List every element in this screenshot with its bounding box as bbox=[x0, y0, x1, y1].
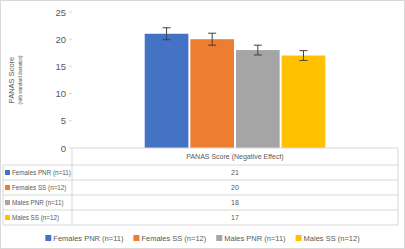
y-tick-label: 0 bbox=[61, 143, 66, 154]
table-row-label: Females SS (n=12) bbox=[12, 184, 66, 192]
legend-swatch bbox=[296, 235, 302, 241]
y-tick-label: 20 bbox=[55, 34, 66, 45]
legend-swatch bbox=[133, 235, 139, 241]
y-axis-label: PANAS Score bbox=[7, 57, 16, 104]
error-bar bbox=[299, 51, 307, 61]
table-line bbox=[3, 225, 398, 226]
y-axis-label-note: (with standard deviation) bbox=[18, 55, 23, 105]
table-key bbox=[5, 170, 10, 175]
table-key bbox=[5, 200, 10, 205]
table-line bbox=[3, 165, 398, 166]
table-value: 18 bbox=[231, 199, 239, 206]
legend-swatch bbox=[45, 235, 51, 241]
category-label: PANAS Score (Negative Effect) bbox=[186, 153, 283, 161]
bar bbox=[145, 34, 189, 148]
error-bar bbox=[254, 45, 262, 55]
y-tick bbox=[69, 120, 72, 121]
table-line bbox=[3, 165, 4, 225]
table-value: 17 bbox=[231, 214, 239, 221]
bar bbox=[190, 39, 234, 148]
legend-label: Females PNR (n=11) bbox=[53, 234, 124, 243]
bars bbox=[145, 28, 326, 148]
y-tick bbox=[69, 66, 72, 67]
legend-label: Females SS (n=12) bbox=[141, 234, 206, 243]
error-bar bbox=[208, 33, 216, 45]
y-tick bbox=[69, 93, 72, 94]
y-tick-label: 25 bbox=[55, 7, 66, 18]
table-row-label: Males SS (n=12) bbox=[12, 214, 59, 222]
table-line bbox=[3, 210, 398, 211]
y-tick bbox=[69, 39, 72, 40]
error-bar bbox=[163, 28, 171, 40]
table-line bbox=[72, 148, 398, 149]
table-key bbox=[5, 215, 10, 220]
y-tick bbox=[69, 12, 72, 13]
table-line bbox=[398, 148, 399, 225]
table-line bbox=[72, 148, 73, 225]
table-row-label: Males PNR (n=11) bbox=[12, 199, 64, 207]
table-key bbox=[5, 185, 10, 190]
y-tick-label: 5 bbox=[61, 115, 66, 126]
table-value: 20 bbox=[231, 184, 239, 191]
legend: Females PNR (n=11) Females SS (n=12) Males… bbox=[45, 234, 360, 243]
y-tick-label: 10 bbox=[55, 88, 66, 99]
table-value: 21 bbox=[231, 169, 239, 176]
chart-border bbox=[1, 1, 405, 249]
legend-swatch bbox=[216, 235, 222, 241]
bar bbox=[236, 50, 280, 148]
table-line bbox=[3, 195, 398, 196]
table-row-label: Females PNR (n=11) bbox=[12, 169, 71, 177]
chart: 0 5 10 15 20 25 PANAS Score(with standard devi… bbox=[0, 0, 405, 249]
legend-label: Males SS (n=12) bbox=[304, 234, 361, 243]
legend-label: Males PNR (n=11) bbox=[224, 234, 286, 243]
table-line bbox=[3, 180, 398, 181]
bar bbox=[282, 56, 326, 148]
y-tick-label: 15 bbox=[55, 61, 66, 72]
